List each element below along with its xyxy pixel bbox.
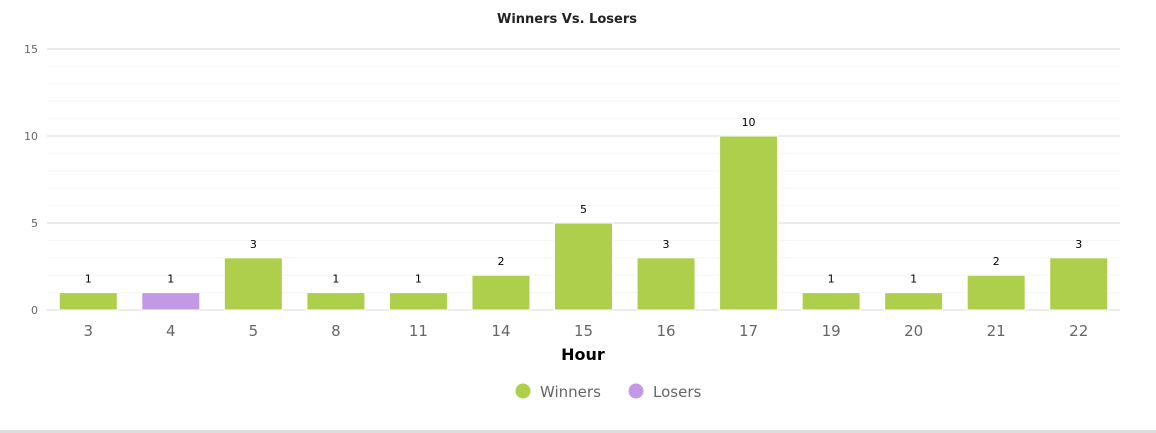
legend-marker-icon	[515, 383, 531, 399]
bar-winners-17[interactable]	[719, 135, 779, 311]
bar-winners-22[interactable]	[1049, 257, 1109, 311]
data-label: 2	[497, 255, 504, 268]
x-tick-label: 20	[904, 322, 923, 340]
data-label: 3	[1075, 238, 1082, 251]
x-tick-label: 8	[331, 322, 341, 340]
data-label: 3	[250, 238, 257, 251]
data-label: 1	[332, 273, 339, 286]
bar-losers-4[interactable]	[141, 292, 201, 311]
bar-winners-21[interactable]	[966, 274, 1026, 311]
y-tick-label: 0	[31, 304, 38, 317]
x-tick-label: 11	[409, 322, 428, 340]
x-tick-label: 16	[656, 322, 675, 340]
legend-item-winners[interactable]: Winners	[515, 383, 602, 401]
x-tick-label: 22	[1069, 322, 1088, 340]
x-tick-label: 4	[166, 322, 176, 340]
legend-label: Winners	[540, 383, 601, 401]
y-tick-label: 5	[31, 217, 38, 230]
bar-winners-19[interactable]	[801, 292, 861, 311]
bar-winners-16[interactable]	[636, 257, 696, 311]
x-tick-label: 17	[739, 322, 758, 340]
x-tick-label: 5	[249, 322, 259, 340]
data-label: 2	[993, 255, 1000, 268]
bar-winners-11[interactable]	[388, 292, 448, 311]
x-tick-label: 14	[491, 322, 510, 340]
x-axis-title: Hour	[561, 345, 605, 364]
data-label: 5	[580, 203, 587, 216]
legend-label: Losers	[653, 383, 701, 401]
bar-winners-5[interactable]	[223, 257, 283, 311]
x-tick-label: 21	[987, 322, 1006, 340]
legend-marker-icon	[628, 383, 644, 399]
data-label: 1	[167, 273, 174, 286]
bar-winners-14[interactable]	[471, 274, 531, 311]
y-tick-label: 10	[24, 130, 38, 143]
data-label: 3	[663, 238, 670, 251]
chart-title: Winners Vs. Losers	[497, 12, 637, 27]
data-label: 1	[910, 273, 917, 286]
y-tick-label: 15	[24, 43, 38, 56]
legend: Winners Losers	[515, 383, 702, 401]
data-label: 1	[85, 273, 92, 286]
divider	[0, 430, 1156, 433]
data-label: 1	[415, 273, 422, 286]
x-tick-label: 15	[574, 322, 593, 340]
legend-item-losers[interactable]: Losers	[628, 383, 702, 401]
bar-winners-15[interactable]	[554, 222, 613, 311]
data-label: 10	[742, 116, 756, 129]
x-tick-label: 19	[822, 322, 841, 340]
bar-winners-20[interactable]	[884, 292, 944, 311]
x-tick-label: 3	[83, 322, 93, 340]
bar-winners-3[interactable]	[58, 292, 118, 311]
bar-winners-8[interactable]	[306, 292, 366, 311]
data-label: 1	[828, 273, 835, 286]
